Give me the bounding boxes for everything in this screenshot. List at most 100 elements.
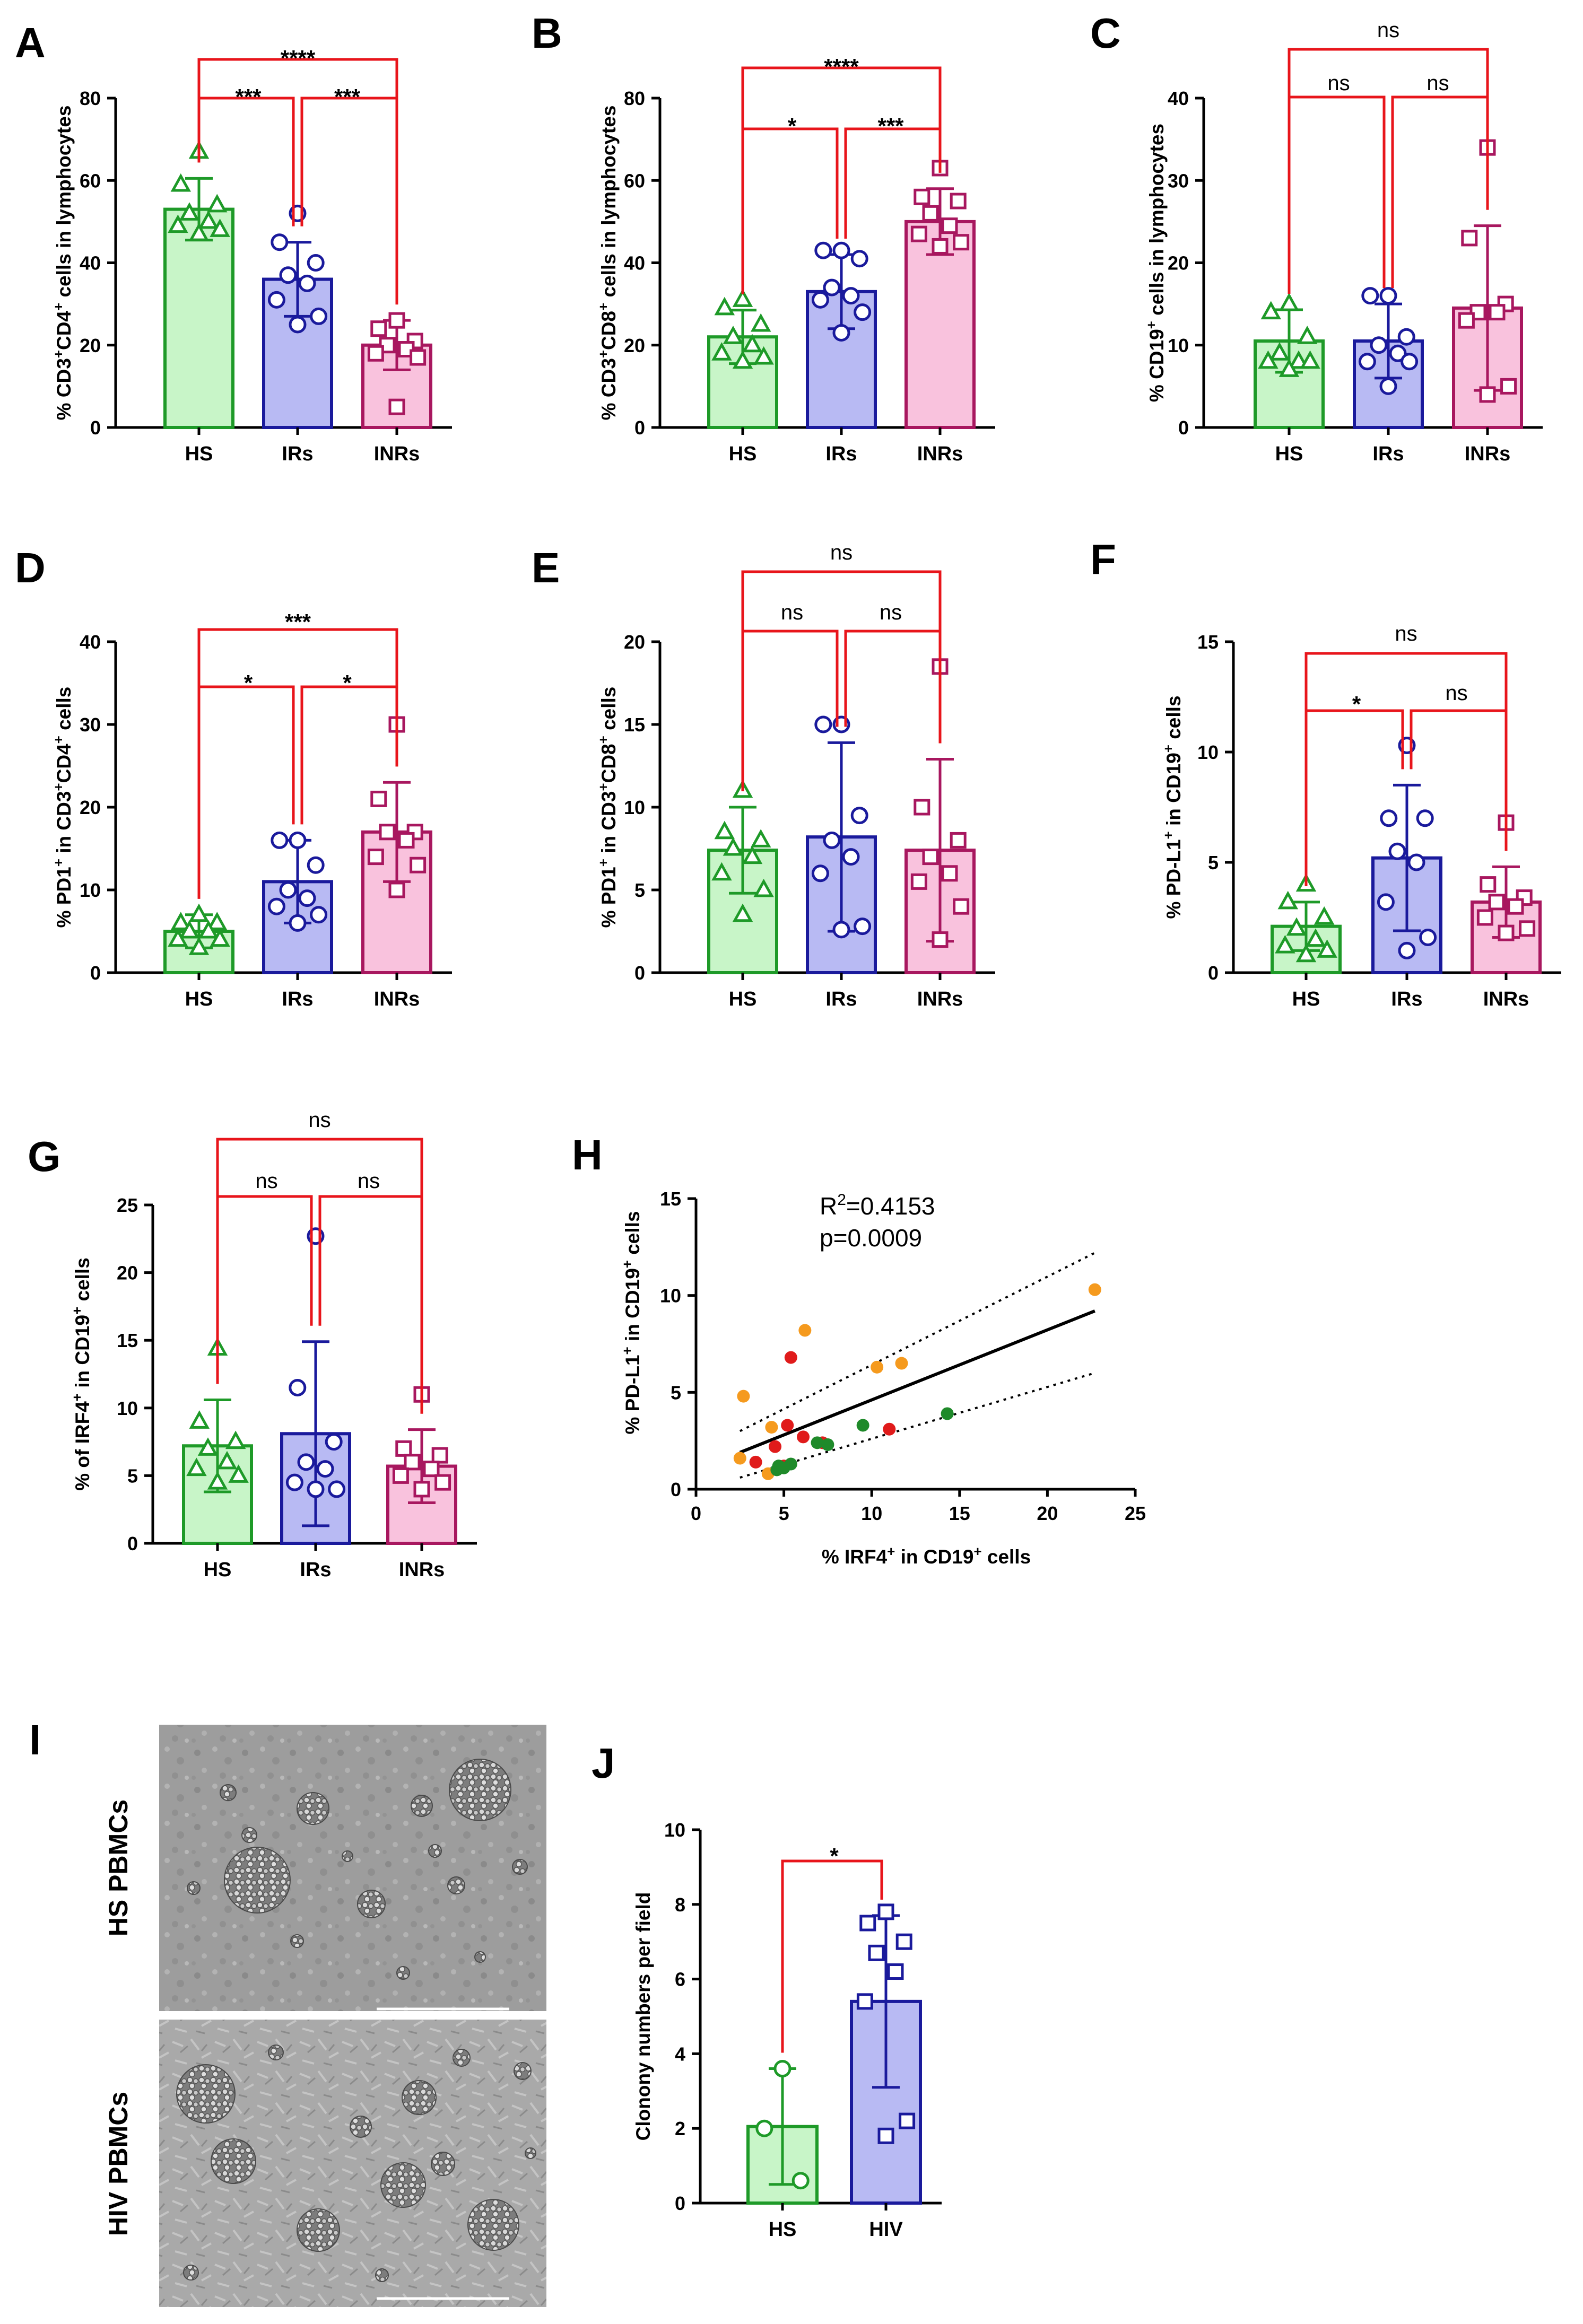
data-point-inrs (950, 193, 967, 209)
data-point-inrs (388, 881, 405, 898)
data-point-hiv (877, 1903, 894, 1920)
data-point-hs (198, 210, 219, 229)
data-point-inrs (914, 799, 930, 816)
x-tick-label: IRs (282, 988, 313, 1010)
y-tick-label: 10 (117, 1397, 138, 1419)
y-tick-label: 0 (675, 2192, 685, 2214)
data-point-hs (189, 1410, 210, 1429)
data-point-irs (289, 316, 307, 334)
label-part: % PD1 (53, 867, 75, 928)
superscript: + (50, 736, 66, 744)
cell-colony (183, 2265, 199, 2281)
data-point-irs (842, 287, 860, 305)
x-tick-label: 25 (1125, 1502, 1146, 1524)
data-point-inrs (398, 341, 415, 358)
y-axis-label: % PD-L1+ in CD19+ cells (1160, 695, 1185, 919)
significance-label: **** (281, 46, 316, 71)
significance-label: ns (1445, 682, 1467, 705)
scatter-point-red (769, 1440, 782, 1453)
y-tick-label: 20 (117, 1262, 138, 1284)
y-tick-label: 15 (1197, 631, 1219, 653)
data-point-hs (1269, 342, 1290, 361)
superscript: + (887, 1543, 895, 1559)
y-tick-label: 0 (1178, 417, 1189, 439)
superscript: + (973, 1543, 981, 1559)
data-point-inrs (941, 865, 958, 882)
data-point-hiv (856, 1993, 873, 2010)
data-point-inrs (431, 1447, 448, 1464)
data-point-inrs (370, 790, 387, 807)
data-point-irs (289, 1379, 307, 1397)
cell-colony (176, 2064, 236, 2124)
data-point-irs (850, 250, 868, 268)
label-part: in CD19 (895, 1546, 973, 1568)
data-point-inrs (914, 188, 930, 205)
data-point-hs (198, 920, 219, 939)
data-point-hs (1295, 943, 1317, 963)
data-point-inrs (413, 1481, 430, 1498)
label-part: cells in lymphocytes (1146, 124, 1168, 321)
significance-bracket (318, 1195, 423, 1414)
x-tick-label: IRs (825, 988, 857, 1010)
cell-colony (350, 2116, 372, 2138)
y-axis-label: % CD3+CD8+ cells in lymphocytes (595, 106, 620, 421)
significance-label: ns (781, 601, 803, 624)
r-label: R (820, 1192, 837, 1220)
data-point-inrs (395, 1440, 412, 1457)
x-tick-label: HS (204, 1559, 232, 1581)
panel-label: H (572, 1131, 603, 1178)
superscript: + (1160, 831, 1176, 839)
label-part: cells (72, 1257, 93, 1307)
significance-label: ns (830, 541, 853, 564)
x-tick-label: HS (185, 988, 213, 1010)
data-point-hs (1260, 301, 1282, 320)
significance-bracket (1288, 95, 1386, 294)
data-point-irs (1358, 353, 1376, 371)
scatter-point-green (770, 1463, 784, 1476)
data-point-irs (1379, 377, 1397, 395)
data-point-hs (179, 202, 200, 221)
panel-label: G (28, 1133, 60, 1180)
label-part: % CD3 (598, 358, 620, 420)
y-tick-label: 5 (634, 879, 645, 901)
cell-colony (525, 2147, 536, 2159)
data-point-hs (188, 223, 210, 241)
significance-bracket (216, 1195, 313, 1384)
significance-bracket (197, 685, 295, 899)
x-tick-label: INRs (917, 443, 963, 465)
significance-bracket (741, 570, 942, 791)
confidence-band-upper (739, 1252, 1095, 1432)
data-point-irs (267, 291, 285, 309)
label-part: in CD3 (598, 791, 620, 859)
significance-bracket (300, 97, 398, 305)
significance-label: * (788, 113, 797, 138)
scatter-point-red (781, 1419, 794, 1432)
data-point-irs (823, 831, 841, 849)
significance-label: ns (358, 1169, 380, 1193)
cell-colony (187, 1881, 201, 1895)
y-tick-label: 80 (624, 88, 645, 109)
superscript: + (595, 303, 611, 311)
y-tick-label: 30 (80, 714, 101, 736)
x-tick-label: 20 (1037, 1502, 1058, 1524)
label-part: % PD-L1 (622, 1355, 643, 1434)
significance-label: ns (1327, 72, 1350, 95)
data-point-hs (742, 845, 763, 864)
significance-label: * (343, 670, 352, 695)
scatter-point-orange (765, 1421, 778, 1434)
significance-label: ns (880, 601, 902, 624)
y-tick-label: 2 (675, 2118, 685, 2139)
data-point-hs (206, 912, 228, 930)
data-point-hs (168, 928, 188, 947)
data-point-hs (186, 1457, 207, 1476)
x-tick-label: IRs (1391, 988, 1422, 1010)
label-part: % of IRF4 (72, 1401, 93, 1491)
data-point-irs (811, 864, 829, 883)
cell-colony (224, 1847, 291, 1914)
